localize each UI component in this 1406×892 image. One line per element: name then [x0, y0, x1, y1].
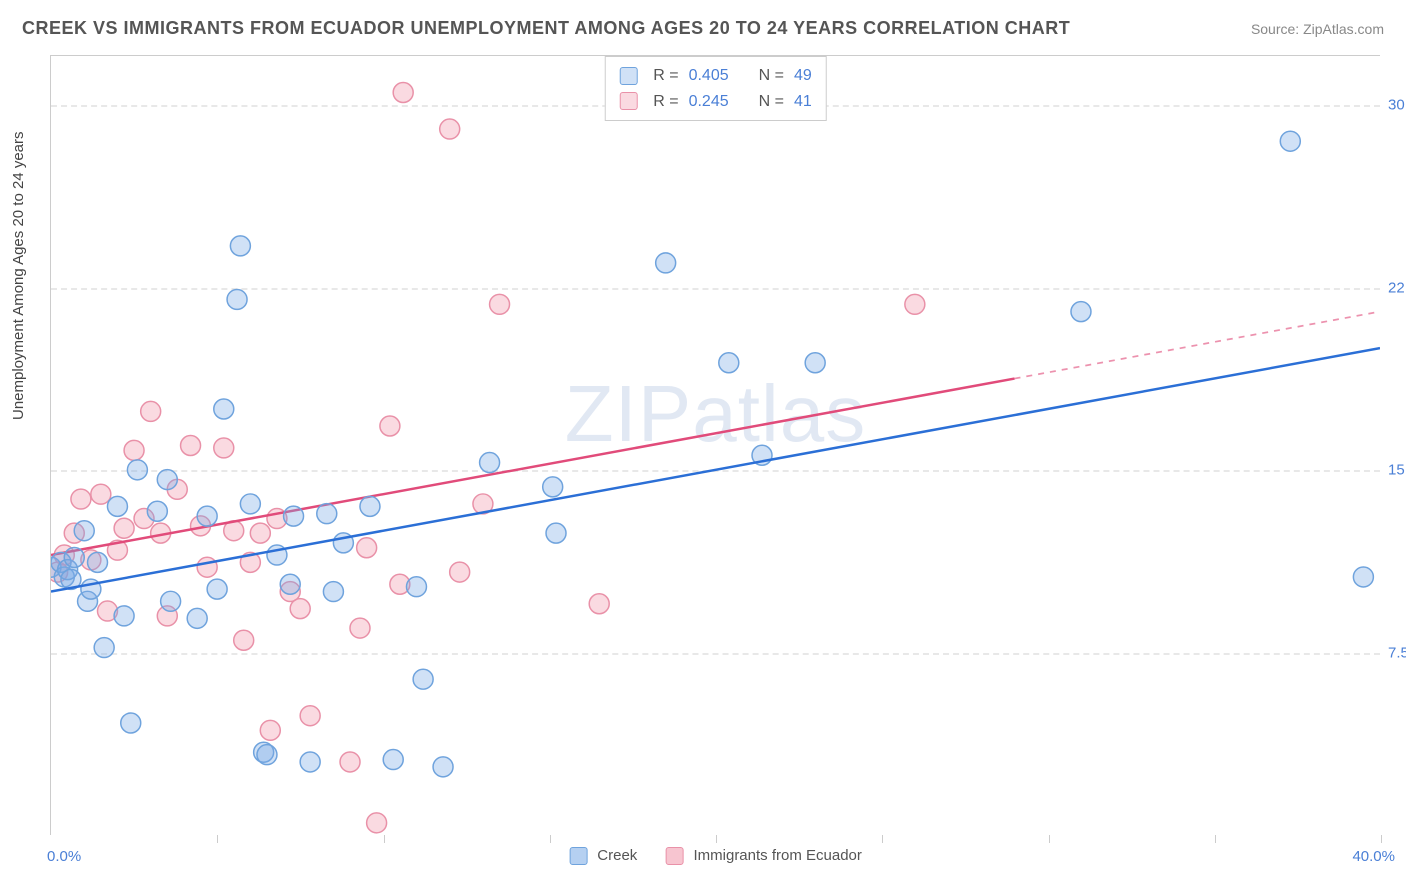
header: CREEK VS IMMIGRANTS FROM ECUADOR UNEMPLO…	[22, 18, 1384, 39]
legend-n-value-creek: 49	[794, 63, 812, 89]
y-tick-label: 22.5%	[1388, 279, 1406, 296]
legend-series: Creek Immigrants from Ecuador	[569, 847, 862, 865]
legend-label-creek: Creek	[597, 847, 637, 864]
legend-label-ecuador: Immigrants from Ecuador	[693, 847, 861, 864]
legend-r-label: R =	[653, 89, 678, 115]
y-tick-label: 30.0%	[1388, 96, 1406, 113]
legend-row-ecuador: R = 0.245 N = 41	[619, 89, 812, 115]
legend-swatch-creek	[569, 847, 587, 865]
x-axis-min-label: 0.0%	[47, 848, 81, 865]
legend-item-creek: Creek	[569, 847, 637, 865]
x-axis-max-label: 40.0%	[1352, 848, 1395, 865]
plot-svg	[51, 56, 1380, 835]
chart-title: CREEK VS IMMIGRANTS FROM ECUADOR UNEMPLO…	[22, 18, 1070, 39]
legend-row-creek: R = 0.405 N = 49	[619, 63, 812, 89]
legend-swatch-ecuador	[619, 92, 637, 110]
legend-correlation: R = 0.405 N = 49 R = 0.245 N = 41	[604, 56, 827, 121]
source-attribution: Source: ZipAtlas.com	[1251, 21, 1384, 37]
legend-n-label: N =	[759, 89, 784, 115]
y-tick-label: 7.5%	[1388, 645, 1406, 662]
legend-n-value-ecuador: 41	[794, 89, 812, 115]
legend-swatch-creek	[619, 67, 637, 85]
y-axis-label: Unemployment Among Ages 20 to 24 years	[10, 131, 27, 420]
legend-r-value-ecuador: 0.245	[689, 89, 729, 115]
legend-item-ecuador: Immigrants from Ecuador	[665, 847, 862, 865]
y-tick-label: 15.0%	[1388, 462, 1406, 479]
legend-r-label: R =	[653, 63, 678, 89]
legend-n-label: N =	[759, 63, 784, 89]
legend-swatch-ecuador	[665, 847, 683, 865]
legend-r-value-creek: 0.405	[689, 63, 729, 89]
chart-area: ZIPatlas 7.5%15.0%22.5%30.0% 0.0% 40.0% …	[50, 55, 1380, 835]
